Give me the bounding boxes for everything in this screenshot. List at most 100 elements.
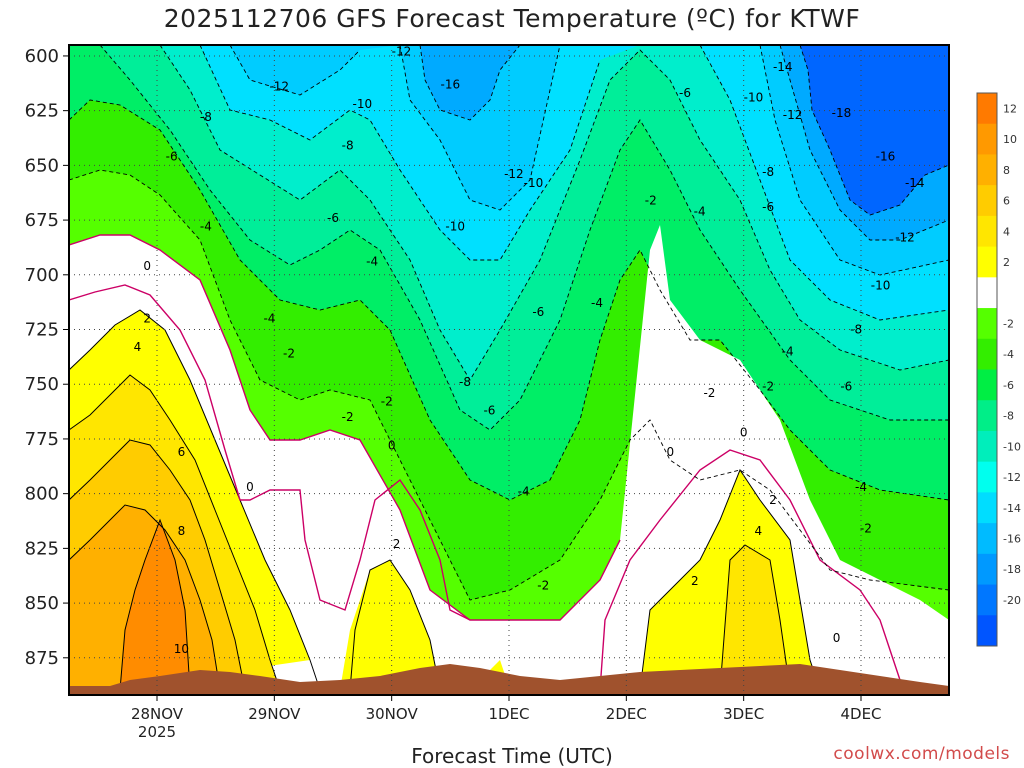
contour-8 — [69, 504, 221, 691]
y-tick-label: 825 — [25, 538, 59, 559]
colorbar-label: -18 — [1003, 563, 1021, 576]
x-tick-label: 2DEC — [606, 705, 647, 723]
y-tick-label: 750 — [25, 374, 59, 395]
chart-title: 2025112706 GFS Forecast Temperature (ºC)… — [163, 4, 861, 33]
band-4to6 — [69, 375, 790, 690]
contour-labels: -12-16-14-18-12-10 -10-12-6-8-8-6 -16-8-12… — [134, 45, 925, 656]
contour-label: -2 — [860, 522, 872, 536]
contour-label: -4 — [782, 344, 794, 358]
y-tick-label: 850 — [25, 593, 59, 614]
colorbar-label: -14 — [1003, 502, 1021, 515]
colorbar-swatch — [977, 461, 997, 493]
contour-label: -4 — [591, 296, 603, 310]
contour-label: -2 — [645, 193, 657, 207]
x-tick-sublabel: 2025 — [138, 723, 176, 741]
x-tick-label: 4DEC — [840, 705, 881, 723]
colorbar-swatch — [977, 523, 997, 555]
contour-neg2 — [69, 169, 949, 601]
contour-label: 4 — [134, 340, 142, 354]
contour-label: -10 — [871, 279, 891, 293]
y-axis: 600 625 650 675 700 725 750 775 800 825 850 875 — [25, 46, 69, 669]
y-tick-label: 800 — [25, 484, 59, 505]
contour-label: -4 — [263, 312, 275, 326]
contour-4-dec3 — [719, 544, 791, 691]
colorbar-label: 6 — [1003, 195, 1010, 208]
contour-label: -6 — [166, 150, 178, 164]
contour-label: -6 — [532, 305, 544, 319]
x-tick-label: 30NOV — [366, 705, 419, 723]
colorbar-label: 12 — [1003, 102, 1017, 115]
colorbar-swatch — [977, 246, 997, 278]
colorbar-label: -4 — [1003, 348, 1014, 361]
colorbar-swatch — [977, 615, 997, 647]
contour-4 — [69, 374, 281, 691]
colorbar-swatch — [977, 492, 997, 524]
credit-link[interactable]: coolwx.com/models — [833, 744, 1010, 764]
contour-label: 8 — [178, 524, 186, 538]
contour-label: -12 — [392, 45, 412, 59]
contour-label: -10 — [744, 91, 764, 105]
contour-label: -6 — [483, 403, 495, 417]
colorbar-label: 2 — [1003, 256, 1010, 269]
colorbar-label: -6 — [1003, 379, 1014, 392]
y-tick-label: 875 — [25, 648, 59, 669]
contour-label: -4 — [366, 255, 378, 269]
colorbar-swatch — [977, 277, 997, 309]
colorbar-label: 8 — [1003, 164, 1010, 177]
colorbar-swatch — [977, 553, 997, 586]
colorbar-label: -10 — [1003, 440, 1021, 453]
x-tick-label: 28NOV — [131, 705, 184, 723]
contour-10 — [119, 518, 191, 691]
contour-label: 0 — [246, 480, 254, 494]
contour-label: -4 — [855, 480, 867, 494]
contour-label: -10 — [445, 220, 465, 234]
contour-neg14 — [419, 45, 949, 241]
grid-lines — [69, 45, 949, 695]
contour-label: -4 — [200, 220, 212, 234]
contour-label: -8 — [200, 110, 212, 124]
colorbar-swatch — [977, 123, 997, 155]
contour-label: -4 — [694, 204, 706, 218]
contour-label: -8 — [762, 165, 774, 179]
y-tick-label: 650 — [25, 155, 59, 176]
contour-label: -12 — [895, 231, 915, 245]
colorbar-swatch — [977, 93, 997, 125]
contour-label: 2 — [393, 537, 401, 551]
colorbar-label: -2 — [1003, 317, 1014, 330]
contour-label: -6 — [762, 200, 774, 214]
contour-label: -10 — [353, 97, 373, 111]
contour-2 — [69, 309, 321, 691]
x-tick-label: 3DEC — [723, 705, 764, 723]
contour-label: 2 — [769, 493, 777, 507]
colorbar-label: 4 — [1003, 225, 1010, 238]
colorbar-swatch — [977, 369, 997, 401]
colorbar-swatch — [977, 584, 997, 616]
colorbar-label: 10 — [1003, 133, 1017, 146]
contour-label: -14 — [905, 176, 925, 190]
contour-label: -8 — [459, 375, 471, 389]
contour-label: -16 — [876, 150, 896, 164]
y-tick-label: 675 — [25, 210, 59, 231]
colorbar-swatch — [977, 308, 997, 340]
contour-label: 0 — [833, 631, 841, 645]
y-tick-label: 725 — [25, 320, 59, 341]
contour-2-nov30 — [349, 559, 441, 691]
contour-6 — [69, 439, 246, 691]
contour-label: 0 — [667, 445, 675, 459]
colorbar-swatch — [977, 430, 997, 463]
contour-label: -12 — [504, 167, 524, 181]
x-tick-label: 29NOV — [248, 705, 301, 723]
contour-label: 6 — [178, 445, 186, 459]
colorbar-label: -8 — [1003, 410, 1014, 423]
contour-0 — [69, 234, 621, 621]
contour-0-b — [69, 284, 471, 621]
contour-label: -4 — [518, 484, 530, 498]
colorbar-swatch — [977, 215, 997, 248]
colorbar-label: -16 — [1003, 532, 1021, 545]
contour-label: -18 — [832, 106, 852, 120]
contour-label: -2 — [381, 395, 393, 409]
colorbar: 12 10 8 6 4 2 -2 -4 -6 -8 -10 -12 -14 -16 -18 -20 — [976, 92, 1021, 647]
y-tick-label: 600 — [25, 46, 59, 67]
colorbar-frame — [976, 92, 998, 647]
colorbar-swatch — [977, 338, 997, 370]
